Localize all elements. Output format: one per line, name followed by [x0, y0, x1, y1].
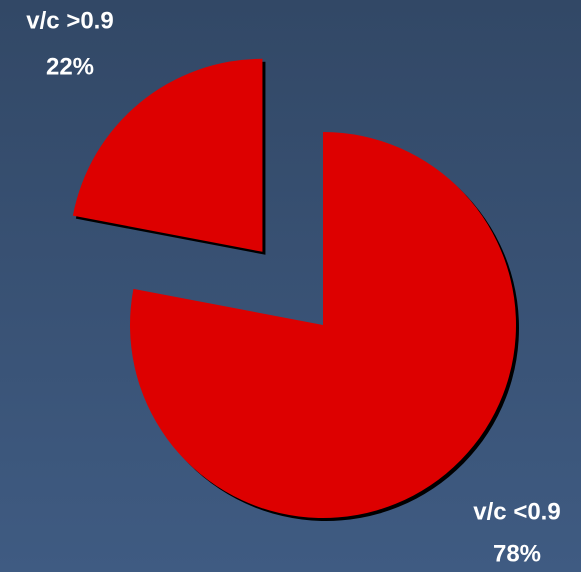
- slice: [72, 58, 263, 252]
- value-label: 22%: [46, 53, 94, 80]
- labels: v/c >0.9 22% v/c <0.9 78%: [26, 7, 560, 567]
- slice-label: v/c <0.9: [473, 498, 560, 525]
- value-label: 78%: [493, 540, 541, 567]
- pie: [72, 58, 519, 521]
- slice: [130, 132, 516, 518]
- slice-label: v/c >0.9: [26, 7, 113, 34]
